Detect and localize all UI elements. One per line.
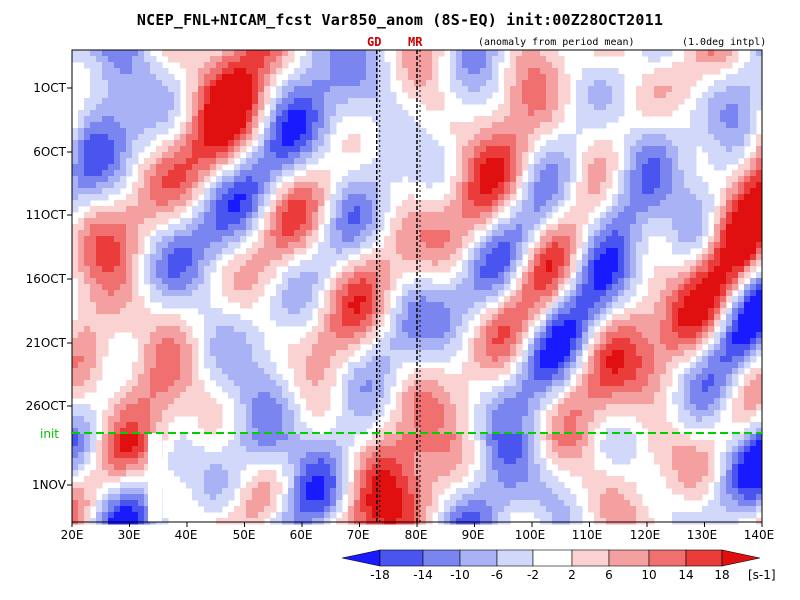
x-tick-label: 70E: [346, 528, 370, 542]
x-tick-label: 140E: [743, 528, 775, 542]
y-tick-label: 11OCT: [25, 208, 66, 222]
x-tick-label: 40E: [174, 528, 198, 542]
colorbar-box: [685, 549, 723, 567]
colorbar-box: [379, 549, 424, 567]
colorbar-upper-triangle: [721, 549, 761, 567]
colorbar-box: [532, 549, 573, 567]
colorbar-tick-label: -14: [413, 568, 433, 582]
marker-gd: GD: [367, 35, 382, 49]
colorbar-box: [459, 549, 498, 567]
x-tick-label: 50E: [232, 528, 256, 542]
y-tick-label: 21OCT: [25, 336, 66, 350]
x-tick-label: 110E: [571, 528, 603, 542]
y-tick-label: 1NOV: [31, 478, 66, 492]
x-tick-label: 20E: [60, 528, 84, 542]
anomaly-field: [72, 50, 763, 525]
y-tick-label: 1OCT: [33, 81, 66, 95]
chart-title: NCEP_FNL+NICAM_fcst Var850_anom (8S-EQ) …: [136, 11, 664, 29]
colorbar-tick-label: -10: [450, 568, 470, 582]
subtitle-interp-note: (1.0deg intpl): [682, 37, 767, 48]
colorbar-tick-label: 14: [678, 568, 694, 582]
colorbar-tick-label: 10: [641, 568, 657, 582]
x-tick-label: 80E: [404, 528, 428, 542]
x-tick-label: 90E: [461, 528, 485, 542]
colorbar-tick-label: -2: [527, 568, 539, 582]
colorbar-tick-label: 2: [568, 568, 576, 582]
y-tick-label: 6OCT: [33, 145, 66, 159]
x-tick-label: 120E: [629, 528, 661, 542]
x-tick-label: 130E: [686, 528, 718, 542]
y-tick-label: 16OCT: [25, 272, 66, 286]
colorbar-lower-triangle: [341, 549, 381, 567]
colorbar-box: [496, 549, 534, 567]
colorbar-tick-label: -6: [491, 568, 503, 582]
x-tick-label: 100E: [514, 528, 546, 542]
colorbar-unit: [s-1]: [748, 568, 776, 582]
missing-data-gap: [148, 433, 162, 522]
init-line-label: init: [40, 427, 59, 441]
colorbar-box: [571, 549, 610, 567]
marker-mr: MR: [408, 35, 423, 49]
subtitle-anomaly-note: (anomaly from period mean): [478, 37, 635, 48]
y-tick-label: 26OCT: [25, 399, 66, 413]
colorbar-box: [422, 549, 461, 567]
colorbar-box: [648, 549, 687, 567]
colorbar-tick-label: -18: [370, 568, 390, 582]
colorbar-box: [608, 549, 650, 567]
colorbar-tick-label: 6: [605, 568, 613, 582]
x-tick-label: 60E: [289, 528, 313, 542]
x-tick-label: 30E: [117, 528, 141, 542]
colorbar-tick-label: 18: [714, 568, 730, 582]
